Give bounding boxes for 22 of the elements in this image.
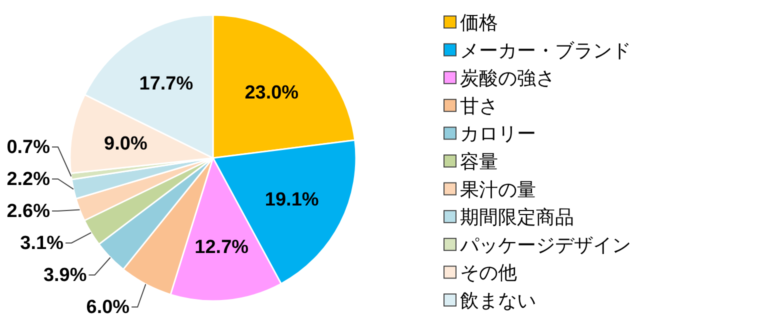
legend-label: その他 [460, 263, 517, 284]
data-label: 6.0% [86, 297, 130, 318]
legend-label: 期間限定商品 [460, 206, 574, 229]
legend-label: 価格 [460, 13, 498, 34]
data-label: 2.2% [6, 169, 50, 190]
data-label: 3.9% [43, 265, 87, 286]
data-label: 2.6% [6, 201, 50, 222]
data-label: 0.7% [6, 137, 50, 158]
legend-label: 炭酸の強さ [460, 68, 555, 90]
legend-label: 飲まない [460, 291, 536, 312]
legend-label: 果汁の量 [460, 180, 536, 201]
data-label: 12.7% [194, 237, 249, 258]
data-label: 9.0% [104, 133, 148, 154]
legend-label: メーカー・ブランド [460, 40, 631, 62]
legend-label: カロリー [460, 124, 536, 146]
data-label: 17.7% [139, 74, 194, 95]
data-label: 19.1% [264, 190, 319, 210]
legend-label: パッケージデザイン [459, 235, 631, 256]
legend-label: 甘さ [460, 96, 498, 118]
data-label: 3.1% [20, 233, 64, 254]
legend-label: 容量 [460, 151, 498, 173]
data-label: 23.0% [244, 82, 299, 104]
